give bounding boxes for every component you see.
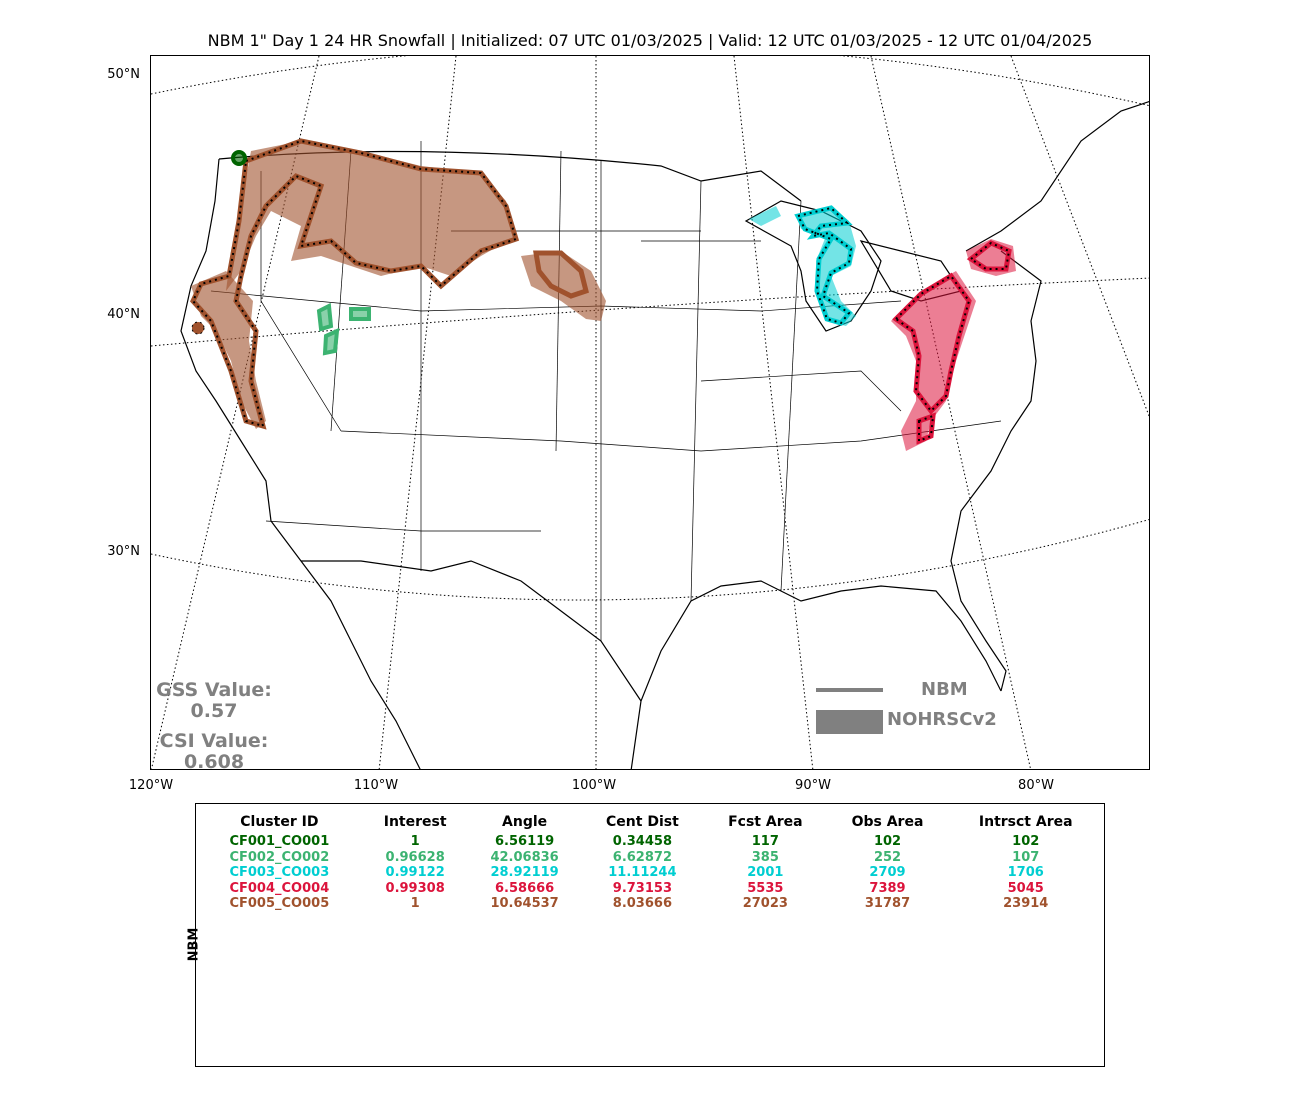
cluster-cf005-observed-dakota — [521, 251, 606, 321]
cell-interest: 1 — [410, 896, 420, 911]
map-title: NBM 1" Day 1 24 HR Snowfall | Initialize… — [207, 31, 1093, 50]
cluster-cf001-forecast — [231, 150, 247, 166]
cell-fcst-area: 2001 — [747, 865, 784, 880]
lat-label-30n: 30°N — [107, 544, 140, 559]
cell-intrsct-area: 23914 — [1003, 896, 1049, 911]
cluster-cf003-forecast — [794, 205, 854, 326]
cell-cent-dist: 0.34458 — [612, 834, 672, 849]
table-row: CF003_CO003 0.99122 28.92119 11.11244 2001 27… — [196, 865, 1104, 881]
state-borders — [210, 141, 1002, 641]
legend-swatches — [816, 688, 883, 734]
graticule-parallels — [151, 56, 1149, 601]
legend-forecast-label: NBM — [921, 679, 968, 700]
map-panel — [150, 55, 1150, 770]
header-intrsct-area: Intrsct Area — [978, 814, 1073, 830]
csi-score: CSI Value: 0.608 — [150, 731, 278, 773]
cell-angle: 6.56119 — [495, 834, 555, 849]
header-obs-area: Obs Area — [851, 814, 924, 830]
cell-interest: 0.96628 — [385, 849, 445, 865]
cell-cluster-id: CF004_CO004 — [229, 880, 330, 896]
cell-cluster-id: CF005_CO005 — [229, 896, 330, 911]
cluster-cf005-forecast-blob — [191, 321, 205, 335]
cell-interest: 0.99308 — [385, 880, 445, 896]
table-body: CF001_CO001 1 6.56119 0.34458 117 102 102 CF002… — [196, 834, 1104, 912]
lon-label-120w: 120°W — [128, 778, 174, 793]
lon-label-90w: 90°W — [795, 778, 831, 793]
lon-label-100w: 100°W — [571, 778, 617, 793]
legend-forecast-line-swatch — [816, 688, 883, 692]
table-row: CF002_CO002 0.96628 42.06836 6.62872 385 252 1… — [196, 850, 1104, 866]
cell-intrsct-area: 102 — [1012, 834, 1040, 849]
cell-cluster-id: CF003_CO003 — [229, 865, 330, 880]
cluster-overlays — [190, 138, 1016, 451]
table-header-row: Cluster ID Interest Angle Cent Dist Fcst… — [196, 814, 1104, 834]
cell-cent-dist: 6.62872 — [612, 849, 672, 865]
lat-label-40n: 40°N — [107, 307, 140, 322]
gss-score: GSS Value: 0.57 — [150, 680, 278, 722]
cell-angle: 10.64537 — [490, 896, 559, 911]
cell-angle: 28.92119 — [490, 865, 559, 880]
table-row: CF004_CO004 0.99308 6.58666 9.73153 5535 7389… — [196, 881, 1104, 897]
header-fcst-area: Fcst Area — [728, 814, 803, 830]
cluster-cf005-forecast-dots — [191, 139, 518, 428]
cluster-cf002-forecast — [316, 302, 371, 356]
cell-angle: 42.06836 — [490, 849, 559, 865]
cell-intrsct-area: 5045 — [1007, 880, 1044, 896]
header-angle: Angle — [502, 814, 548, 830]
lon-label-80w: 80°W — [1018, 778, 1054, 793]
legend-observed-fill-swatch — [816, 710, 883, 734]
csi-value: 0.608 — [183, 751, 245, 773]
cell-obs-area: 7389 — [869, 880, 906, 896]
cell-fcst-area: 27023 — [742, 896, 788, 911]
cell-interest: 0.99122 — [385, 865, 445, 880]
cell-obs-area: 102 — [873, 834, 902, 849]
table-row: CF001_CO001 1 6.56119 0.34458 117 102 102 — [196, 834, 1104, 850]
cell-fcst-area: 385 — [751, 849, 779, 865]
cell-angle: 6.58666 — [495, 880, 555, 896]
cell-cent-dist: 9.73153 — [612, 880, 672, 896]
map-canvas — [151, 56, 1149, 769]
cell-intrsct-area: 107 — [1012, 849, 1040, 865]
cell-fcst-area: 5535 — [747, 880, 784, 896]
lat-label-50n: 50°N — [107, 67, 140, 82]
header-interest: Interest — [383, 814, 447, 830]
header-cent-dist: Cent Dist — [606, 814, 679, 830]
csi-label: CSI Value: — [159, 730, 269, 752]
cell-intrsct-area: 1706 — [1007, 865, 1044, 880]
cluster-cf005-forecast-dakota — [533, 250, 589, 299]
cell-cent-dist: 8.03666 — [612, 896, 672, 911]
graticule-meridians — [151, 56, 1149, 769]
cell-cluster-id: CF002_CO002 — [229, 849, 330, 865]
lon-label-110w: 110°W — [353, 778, 399, 793]
cell-obs-area: 31787 — [864, 896, 911, 911]
gss-value: 0.57 — [190, 700, 238, 722]
cluster-stats-panel: Cluster ID Interest Angle Cent Dist Fcst… — [195, 803, 1105, 1067]
legend-observed-label: NOHRSCv2 — [887, 709, 997, 730]
cell-cent-dist: 11.11244 — [608, 865, 677, 880]
table-row: CF005_CO005 1 10.64537 8.03666 27023 31787 239… — [196, 896, 1104, 912]
cell-cluster-id: CF001_CO001 — [229, 834, 330, 849]
cluster-cf004-forecast-dots — [894, 241, 1011, 443]
cell-fcst-area: 117 — [751, 834, 779, 849]
cluster-stats-table: Cluster ID Interest Angle Cent Dist Fcst… — [196, 814, 1104, 912]
cell-interest: 1 — [410, 834, 420, 849]
gss-label: GSS Value: — [156, 679, 272, 701]
cell-obs-area: 252 — [873, 849, 902, 865]
cluster-cf005-observed-south — [191, 271, 266, 429]
cell-obs-area: 2709 — [869, 865, 906, 880]
header-cluster-id: Cluster ID — [240, 814, 319, 830]
